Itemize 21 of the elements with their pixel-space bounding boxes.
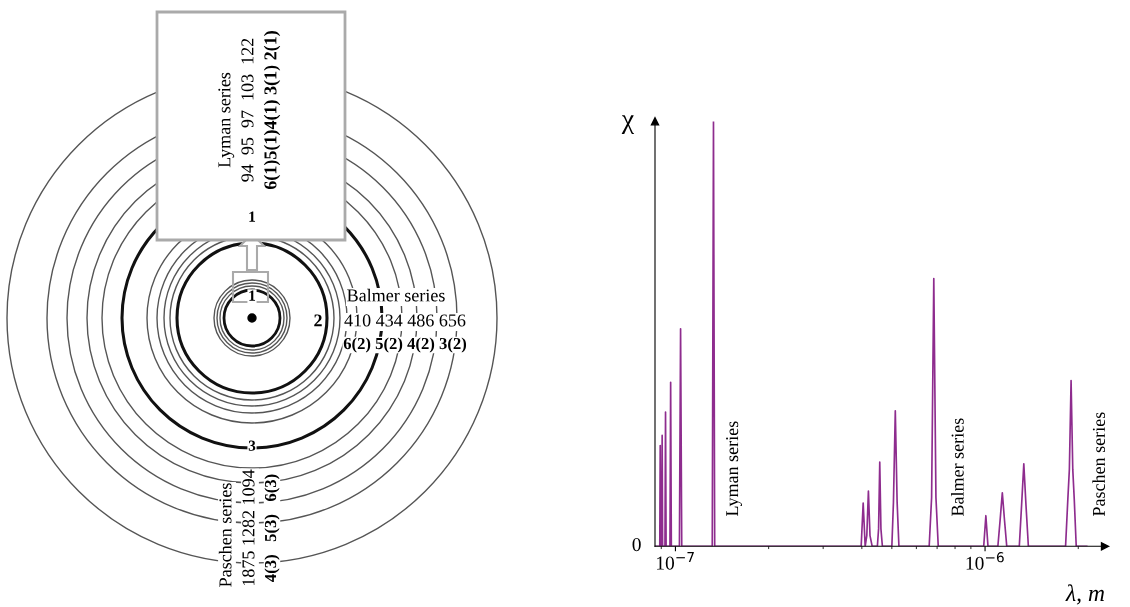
text: 1 bbox=[249, 211, 256, 222]
text: 6(2) 5(2) 4(2) 3(2) bbox=[343, 337, 467, 353]
text: 3 bbox=[248, 440, 256, 451]
text: 410 434 486 656 bbox=[344, 314, 466, 327]
x-tick-label: 10$^{−7}$ bbox=[657, 552, 694, 570]
annotation: Paschen series bbox=[1092, 412, 1106, 517]
x-axis-title: λ, m bbox=[1065, 584, 1105, 605]
text: 6(1)5(1)4(1) 3(1) 2(1) bbox=[263, 31, 281, 190]
text: Paschen series bbox=[218, 483, 232, 587]
annotation: Balmer series bbox=[951, 418, 964, 517]
text: 1 bbox=[249, 290, 256, 301]
text: Lyman series bbox=[218, 72, 235, 168]
text: 4(3) 5(3) 6(3) bbox=[264, 474, 280, 582]
text: 0 bbox=[632, 538, 641, 552]
text: 94 95 97 103 122 bbox=[241, 38, 254, 182]
text: 2 bbox=[314, 314, 322, 327]
text: Balmer series bbox=[347, 288, 445, 302]
x-tick-label: 10$^{−6}$ bbox=[966, 552, 1004, 570]
text: 1875 1282 1094 bbox=[242, 469, 255, 586]
annotation: Lyman series bbox=[726, 421, 742, 517]
y-axis-title: χ bbox=[621, 115, 635, 134]
